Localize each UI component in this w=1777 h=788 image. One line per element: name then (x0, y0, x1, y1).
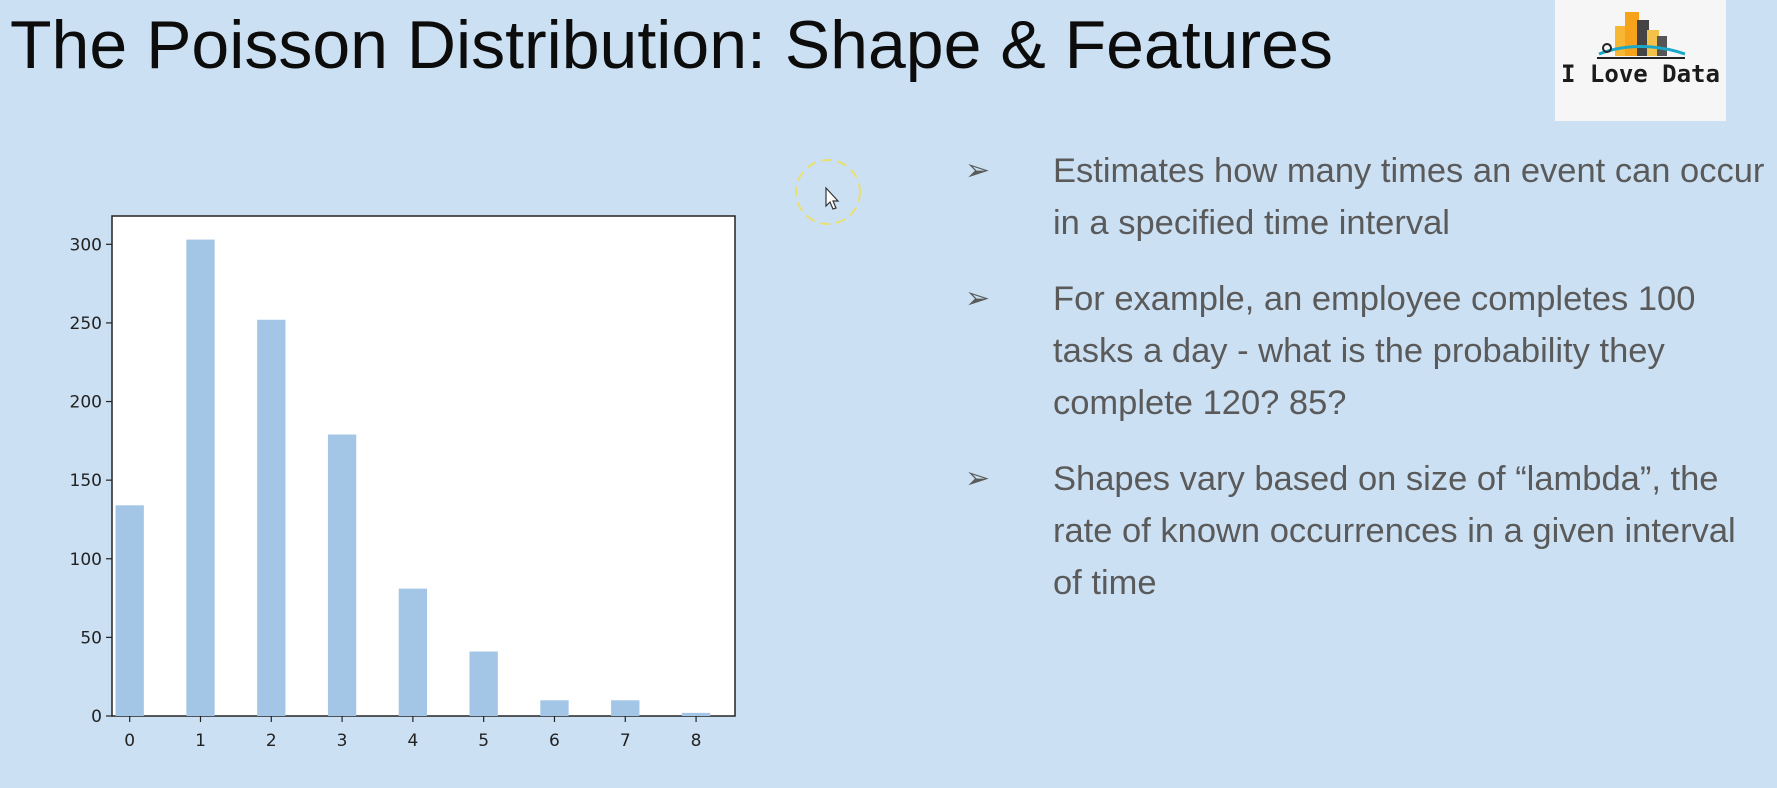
mouse-cursor-icon (795, 159, 861, 225)
y-tick-label: 300 (70, 235, 102, 255)
i-love-data-logo: I Love Data (1555, 0, 1726, 121)
bar-4 (398, 588, 428, 716)
bullet-text: Estimates how many times an event can oc… (1053, 152, 1765, 242)
bullet-text: For example, an employee completes 100 t… (1053, 280, 1696, 422)
x-tick-label: 7 (620, 731, 631, 751)
bullet-text: Shapes vary based on size of “lambda”, t… (1053, 460, 1736, 602)
y-tick-label: 50 (80, 628, 102, 648)
y-tick-label: 100 (70, 550, 102, 570)
x-tick-label: 6 (549, 731, 560, 751)
y-tick-label: 150 (70, 471, 102, 491)
x-tick-label: 4 (407, 731, 418, 751)
bar-0 (115, 505, 144, 716)
slide-title: The Poisson Distribution: Shape & Featur… (10, 7, 1333, 83)
logo-text: I Love Data (1561, 60, 1720, 88)
bar-1 (186, 239, 215, 716)
y-tick-label: 250 (70, 314, 102, 334)
bullet-item: ➢ For example, an employee completes 100… (965, 273, 1765, 429)
x-tick-label: 3 (337, 731, 348, 751)
x-tick-label: 5 (478, 731, 489, 751)
bar-3 (327, 434, 357, 716)
poisson-bar-chart: 0 50 100 150 200 250 300 0 1 2 3 4 5 6 7 8 (70, 215, 736, 751)
x-tick-label: 1 (195, 731, 206, 751)
x-tick-label: 2 (266, 731, 277, 751)
x-tick-label: 8 (691, 731, 702, 751)
x-tick-label: 0 (124, 731, 135, 751)
bullet-arrow-icon: ➢ (965, 281, 991, 316)
bar-6 (540, 700, 569, 716)
y-tick-label: 0 (91, 707, 102, 727)
city-buildings-logo-icon (1597, 12, 1686, 59)
bar-8 (681, 712, 711, 716)
y-tick-label: 200 (70, 393, 102, 413)
bullet-item: ➢ Shapes vary based on size of “lambda”,… (965, 453, 1765, 609)
bar-5 (469, 651, 498, 716)
bar-2 (257, 319, 286, 716)
bullet-arrow-icon: ➢ (965, 153, 991, 188)
bar-7 (611, 700, 640, 716)
bullet-list: ➢ Estimates how many times an event can … (965, 145, 1765, 633)
bullet-arrow-icon: ➢ (965, 461, 991, 496)
bullet-item: ➢ Estimates how many times an event can … (965, 145, 1765, 249)
